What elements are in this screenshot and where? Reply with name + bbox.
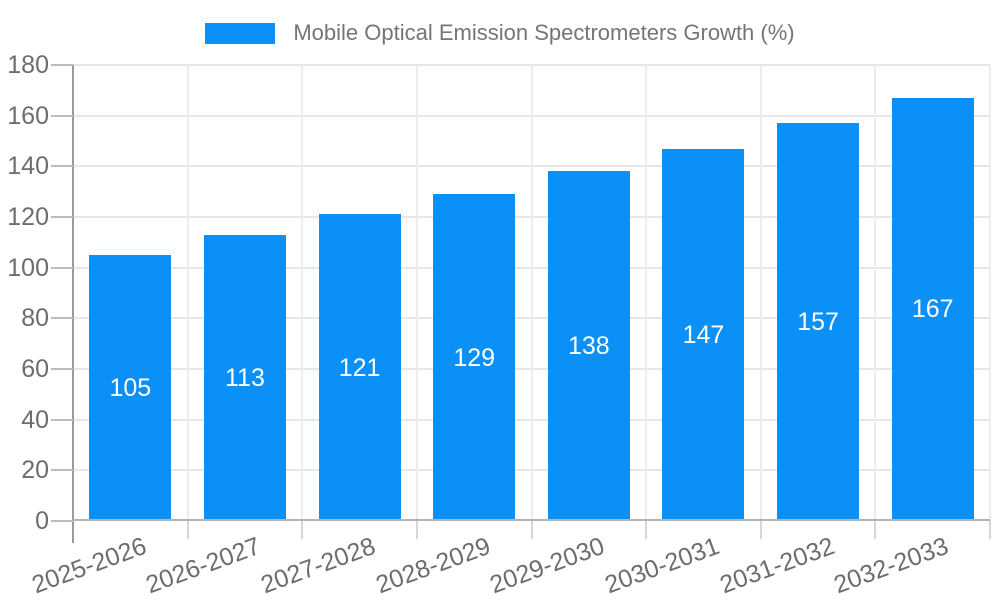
x-category-label: 2026-2027 xyxy=(142,532,265,600)
y-tick-mark xyxy=(51,469,73,472)
legend-series-label: Mobile Optical Emission Spectrometers Gr… xyxy=(293,20,795,45)
x-tick-mark xyxy=(645,521,648,539)
x-tick-mark xyxy=(301,521,304,539)
x-category-label: 2031-2032 xyxy=(715,532,838,600)
bar-value-label: 113 xyxy=(225,363,265,392)
y-tick-mark xyxy=(51,520,73,522)
gridline-vertical xyxy=(530,65,533,521)
x-category-label: 2030-2031 xyxy=(601,532,724,600)
y-tick-mark xyxy=(51,266,73,269)
y-tick-label: 0 xyxy=(35,507,49,535)
bar-value-label: 147 xyxy=(682,320,725,349)
bar: 138 xyxy=(547,171,630,521)
y-tick-label: 40 xyxy=(21,405,49,434)
y-tick-label: 80 xyxy=(21,304,49,333)
gridline-vertical xyxy=(301,65,304,521)
y-tick-label: 140 xyxy=(7,152,49,181)
bar: 129 xyxy=(433,194,516,521)
legend: Mobile Optical Emission Spectrometers Gr… xyxy=(0,20,1000,46)
y-tick-label: 100 xyxy=(7,253,49,282)
gridline-vertical xyxy=(759,65,762,521)
y-tick-mark xyxy=(51,165,73,168)
x-tick-mark xyxy=(186,521,189,539)
x-axis-line xyxy=(73,519,990,521)
gridline-vertical xyxy=(415,65,418,521)
y-tick-label: 160 xyxy=(7,101,49,130)
bar: 105 xyxy=(89,255,172,521)
y-tick-mark xyxy=(51,418,73,421)
x-category-label: 2028-2029 xyxy=(371,532,494,600)
y-tick-mark xyxy=(51,114,73,117)
bar: 121 xyxy=(318,214,401,521)
x-tick-mark xyxy=(759,521,762,539)
plot-area: 105 113 121 129 138 147 157 167 xyxy=(73,64,991,521)
x-category-label: 2027-2028 xyxy=(257,532,380,600)
y-tick-mark xyxy=(51,368,73,370)
gridline-vertical xyxy=(989,65,991,521)
x-tick-mark xyxy=(874,521,877,539)
gridline-vertical xyxy=(186,65,189,521)
x-tick-mark xyxy=(989,521,991,539)
x-category-label: 2025-2026 xyxy=(27,532,150,600)
bar: 113 xyxy=(203,234,286,521)
y-tick-mark xyxy=(51,317,73,320)
y-tick-label: 180 xyxy=(7,51,49,79)
y-axis-line xyxy=(72,65,74,543)
x-category-label: 2029-2030 xyxy=(486,532,609,600)
bar-value-label: 167 xyxy=(911,295,954,324)
bar: 147 xyxy=(662,148,745,521)
bar: 157 xyxy=(777,123,860,521)
x-tick-mark xyxy=(530,521,533,539)
x-tick-mark xyxy=(415,521,418,539)
y-tick-label: 60 xyxy=(21,355,49,383)
y-tick-mark xyxy=(51,216,73,218)
legend-swatch xyxy=(205,22,276,44)
y-tick-label: 20 xyxy=(21,456,49,485)
y-tick-mark xyxy=(51,64,73,66)
x-category-label: 2032-2033 xyxy=(830,532,953,600)
gridline-vertical xyxy=(645,65,648,521)
bar-value-label: 157 xyxy=(797,308,839,337)
gridline-vertical xyxy=(874,65,877,521)
bar-value-label: 105 xyxy=(109,374,152,402)
bar-value-label: 129 xyxy=(453,343,496,372)
bar: 167 xyxy=(891,97,974,521)
bar-value-label: 138 xyxy=(567,332,610,361)
y-tick-label: 120 xyxy=(7,203,49,231)
bar-value-label: 121 xyxy=(338,353,381,382)
